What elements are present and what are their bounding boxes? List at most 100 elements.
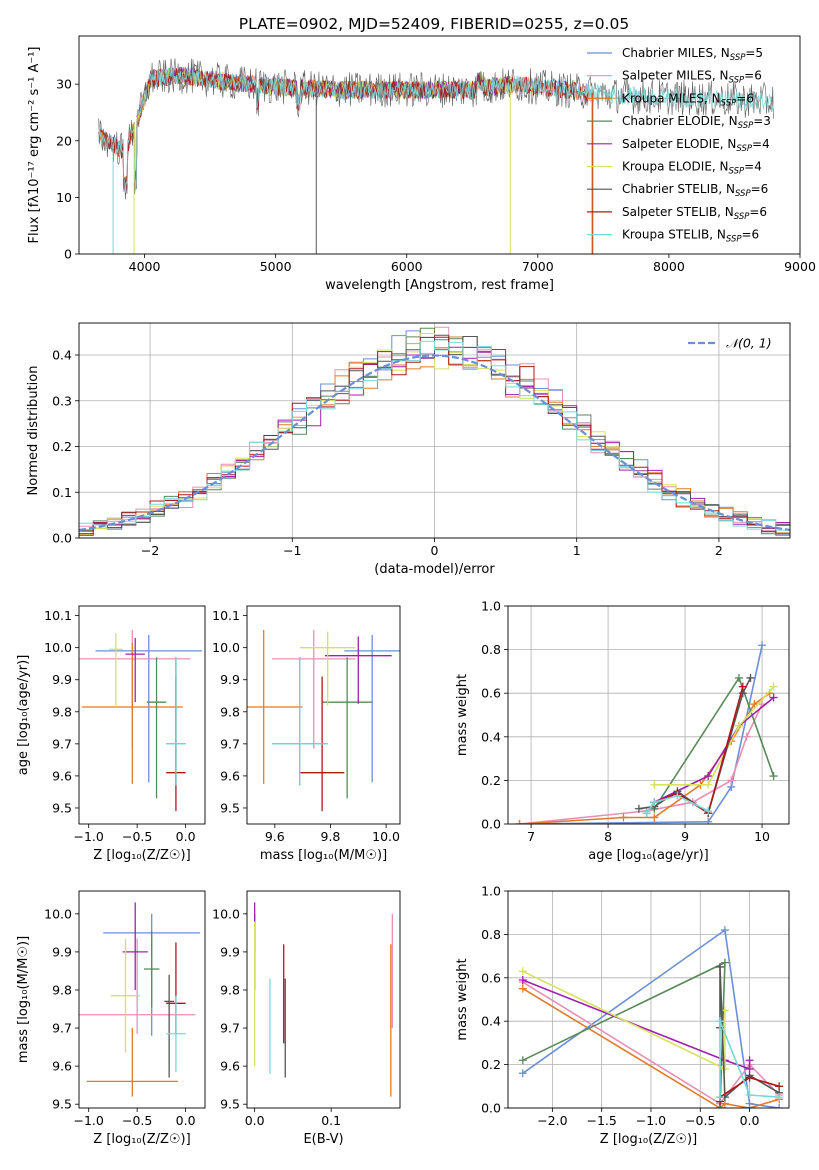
x-tick-label: 2 xyxy=(715,543,723,558)
plus-marker xyxy=(634,804,643,813)
hist-step xyxy=(79,340,790,531)
plus-marker xyxy=(745,1073,754,1082)
x-tick-label: 10.0 xyxy=(372,829,400,844)
legend-label: Salpeter STELIB, NSSP=6 xyxy=(622,205,767,222)
series-line xyxy=(645,686,744,815)
y-tick-label: 0.2 xyxy=(481,1057,501,1072)
panel-massweight-vs-z: −2.0 −1.5 −1.0 −0.5 0.0 0.0 0.2 0.4 0.6 0.8 1.0 Z [… xyxy=(455,884,790,1147)
y-axis-label: mass weight xyxy=(455,958,470,1040)
plus-marker xyxy=(715,1093,724,1102)
y-tick-label: 0.8 xyxy=(481,642,501,657)
panel-mass-vs-ebv: 0.0 0.1 9.5 9.6 9.7 9.8 9.9 10.0 E(B-V) xyxy=(212,890,401,1147)
panel-age-vs-z: −1.0 −0.5 0.0 9.5 9.6 9.7 9.8 9.9 10.0 10.1 Z [log… xyxy=(16,605,206,863)
y-tick-label: 9.6 xyxy=(220,1059,240,1074)
y-tick-label: 0.2 xyxy=(481,773,501,788)
plus-marker xyxy=(673,791,682,800)
y-tick-label: 1.0 xyxy=(481,599,501,614)
plus-marker xyxy=(738,682,747,691)
series-line xyxy=(522,928,780,1108)
y-tick-label: 9.9 xyxy=(52,944,72,959)
legend: Chabrier MILES, NSSP=5 Salpeter MILES, NS… xyxy=(587,46,771,245)
series-line xyxy=(653,696,775,803)
plus-marker xyxy=(745,1056,754,1065)
series-line xyxy=(645,794,709,814)
y-tick-label: 9.9 xyxy=(220,672,240,687)
plot-area xyxy=(253,902,394,1097)
y-tick-label: 0.4 xyxy=(481,729,501,744)
axes-frame xyxy=(78,605,206,825)
plot-area xyxy=(79,630,203,812)
y-tick-label: 10.0 xyxy=(212,906,240,921)
legend-label: Chabrier STELIB, NSSP=6 xyxy=(622,182,768,199)
legend-label: Kroupa STELIB, NSSP=6 xyxy=(622,228,759,245)
x-axis-label: wavelength [Angstrom, rest frame] xyxy=(325,278,554,293)
plus-marker xyxy=(515,820,524,824)
y-tick-label: 0.4 xyxy=(481,1014,501,1029)
plus-marker xyxy=(758,641,767,650)
x-tick-label: −0.5 xyxy=(122,1113,152,1128)
y-tick-label: 0.3 xyxy=(52,393,72,408)
plus-marker xyxy=(745,1104,754,1108)
x-tick-label: 9 xyxy=(681,829,689,844)
legend-label: Salpeter MILES, NSSP=6 xyxy=(622,69,762,86)
y-axis-label: age [log₁₀(age/yr)] xyxy=(16,655,31,776)
panel-spectrum: 4000 5000 6000 7000 8000 9000 0 10 20 30 wavelengt… xyxy=(27,35,816,293)
x-tick-label: 9000 xyxy=(784,259,816,274)
normal-curve xyxy=(79,354,790,532)
y-axis-label: Normed distribution xyxy=(26,366,41,496)
x-tick-label: 8 xyxy=(604,829,612,844)
x-tick-label: −2 xyxy=(141,543,159,558)
series-line xyxy=(519,692,771,824)
y-tick-label: 10.1 xyxy=(44,608,72,623)
x-tick-label: 6000 xyxy=(391,259,423,274)
plus-marker xyxy=(715,1017,724,1026)
x-tick-label: 8000 xyxy=(653,259,685,274)
x-tick-label: 9.8 xyxy=(321,829,341,844)
legend-label: Salpeter ELODIE, NSSP=4 xyxy=(622,137,770,154)
x-tick-label: −1 xyxy=(283,543,301,558)
plot-area xyxy=(247,630,400,812)
plus-marker xyxy=(769,682,778,691)
plus-marker xyxy=(619,813,628,822)
spectrum-line xyxy=(98,67,774,193)
x-tick-label: −1.0 xyxy=(74,829,104,844)
y-tick-label: 9.5 xyxy=(220,800,240,815)
y-tick-label: 0 xyxy=(64,247,72,262)
y-tick-label: 10 xyxy=(56,190,72,205)
y-tick-label: 0.1 xyxy=(52,485,72,500)
plus-marker xyxy=(715,962,724,971)
series-line xyxy=(522,970,726,1071)
plus-marker xyxy=(746,673,755,682)
plus-marker xyxy=(518,984,527,993)
y-tick-label: 9.6 xyxy=(220,768,240,783)
plus-marker xyxy=(518,975,527,984)
plus-marker xyxy=(750,700,759,709)
plus-marker xyxy=(704,772,713,781)
panel-mass-vs-z: −1.0 −0.5 0.0 9.5 9.6 9.7 9.8 9.9 10.0 Z [log₁₀(Z… xyxy=(16,890,206,1147)
x-tick-label: −0.5 xyxy=(685,1113,715,1128)
y-tick-label: 10.0 xyxy=(212,640,240,655)
plot-area xyxy=(79,326,790,536)
x-tick-label: 5000 xyxy=(260,259,292,274)
series-line xyxy=(654,686,775,786)
plus-marker xyxy=(769,693,778,702)
x-tick-label: 0.1 xyxy=(321,1113,341,1128)
x-tick-label: 10 xyxy=(754,829,770,844)
y-tick-label: 9.6 xyxy=(52,768,72,783)
series-line xyxy=(519,703,763,824)
plus-marker xyxy=(650,780,659,789)
plus-marker xyxy=(745,1090,754,1099)
x-tick-label: −2.0 xyxy=(537,1113,567,1128)
plus-marker xyxy=(650,813,659,822)
x-tick-label: 1 xyxy=(573,543,581,558)
y-tick-label: 0.4 xyxy=(52,348,72,363)
y-tick-label: 9.7 xyxy=(52,1021,72,1036)
y-tick-label: 9.9 xyxy=(220,944,240,959)
hist-step xyxy=(79,336,790,536)
panel-age-vs-mass: 9.6 9.8 10.0 9.5 9.6 9.7 9.8 9.9 10.0 10.1 mass [l… xyxy=(212,605,401,863)
x-tick-label: 7 xyxy=(527,829,535,844)
x-tick-label: 0 xyxy=(431,543,439,558)
y-tick-label: 10.0 xyxy=(44,906,72,921)
y-tick-label: 10.1 xyxy=(212,608,240,623)
